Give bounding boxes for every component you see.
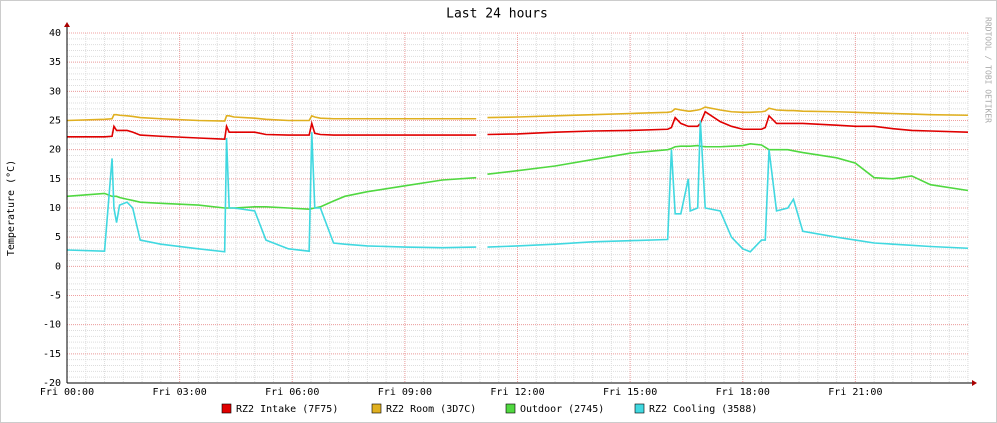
y-tick-label: 20 bbox=[49, 145, 61, 156]
legend-label: RZ2 Cooling (3588) bbox=[649, 404, 757, 415]
series-line bbox=[66, 106, 969, 122]
legend-swatch bbox=[221, 403, 232, 414]
chart-title: Last 24 hours bbox=[446, 7, 548, 22]
legend-label: RZ2 Room (3D7C) bbox=[386, 404, 476, 415]
x-tick-label: Fri 21:00 bbox=[828, 387, 882, 398]
watermark: RRDTOOL / TOBI OETIKER bbox=[984, 17, 993, 123]
axes: -20 -15 -10 -5 0 5 10 15 20 25 30 35 40 Fri 00:00 Fri … bbox=[40, 22, 977, 398]
legend-swatch bbox=[371, 403, 382, 414]
x-tick-label: Fri 00:00 bbox=[40, 387, 94, 398]
legend-label: RZ2 Intake (7F75) bbox=[236, 404, 338, 415]
plot bbox=[66, 106, 969, 253]
y-tick-label: 25 bbox=[49, 116, 61, 127]
y-tick-label: 10 bbox=[49, 203, 61, 214]
y-tick-label: 5 bbox=[55, 232, 61, 243]
x-tick-label: Fri 03:00 bbox=[153, 387, 207, 398]
y-tick-label: -20 bbox=[43, 378, 61, 389]
y-tick-label: -10 bbox=[43, 320, 61, 331]
legend-swatch bbox=[634, 403, 645, 414]
x-tick-label: Fri 06:00 bbox=[265, 387, 319, 398]
y-axis-label: Temperature (°C) bbox=[6, 160, 17, 256]
x-tick-label: Fri 09:00 bbox=[378, 387, 432, 398]
y-tick-label: 15 bbox=[49, 174, 61, 185]
x-tick-label: Fri 15:00 bbox=[603, 387, 657, 398]
x-tick-label: Fri 12:00 bbox=[490, 387, 544, 398]
axis-arrow bbox=[64, 22, 70, 27]
y-tick-label: -5 bbox=[49, 291, 61, 302]
series-line bbox=[66, 120, 969, 253]
x-tick-label: Fri 18:00 bbox=[716, 387, 770, 398]
y-tick-label: -15 bbox=[43, 349, 61, 360]
y-tick-label: 0 bbox=[55, 261, 61, 272]
axis-arrow bbox=[972, 380, 977, 386]
legend: RZ2 Intake (7F75) RZ2 Room (3D7C) Outdoor … bbox=[221, 403, 757, 415]
series-line bbox=[67, 110, 969, 141]
y-tick-label: 30 bbox=[49, 86, 61, 97]
legend-label: Outdoor (2745) bbox=[520, 404, 604, 415]
y-tick-label: 35 bbox=[49, 57, 61, 68]
y-tick-label: 40 bbox=[49, 28, 61, 39]
legend-swatch bbox=[505, 403, 516, 414]
